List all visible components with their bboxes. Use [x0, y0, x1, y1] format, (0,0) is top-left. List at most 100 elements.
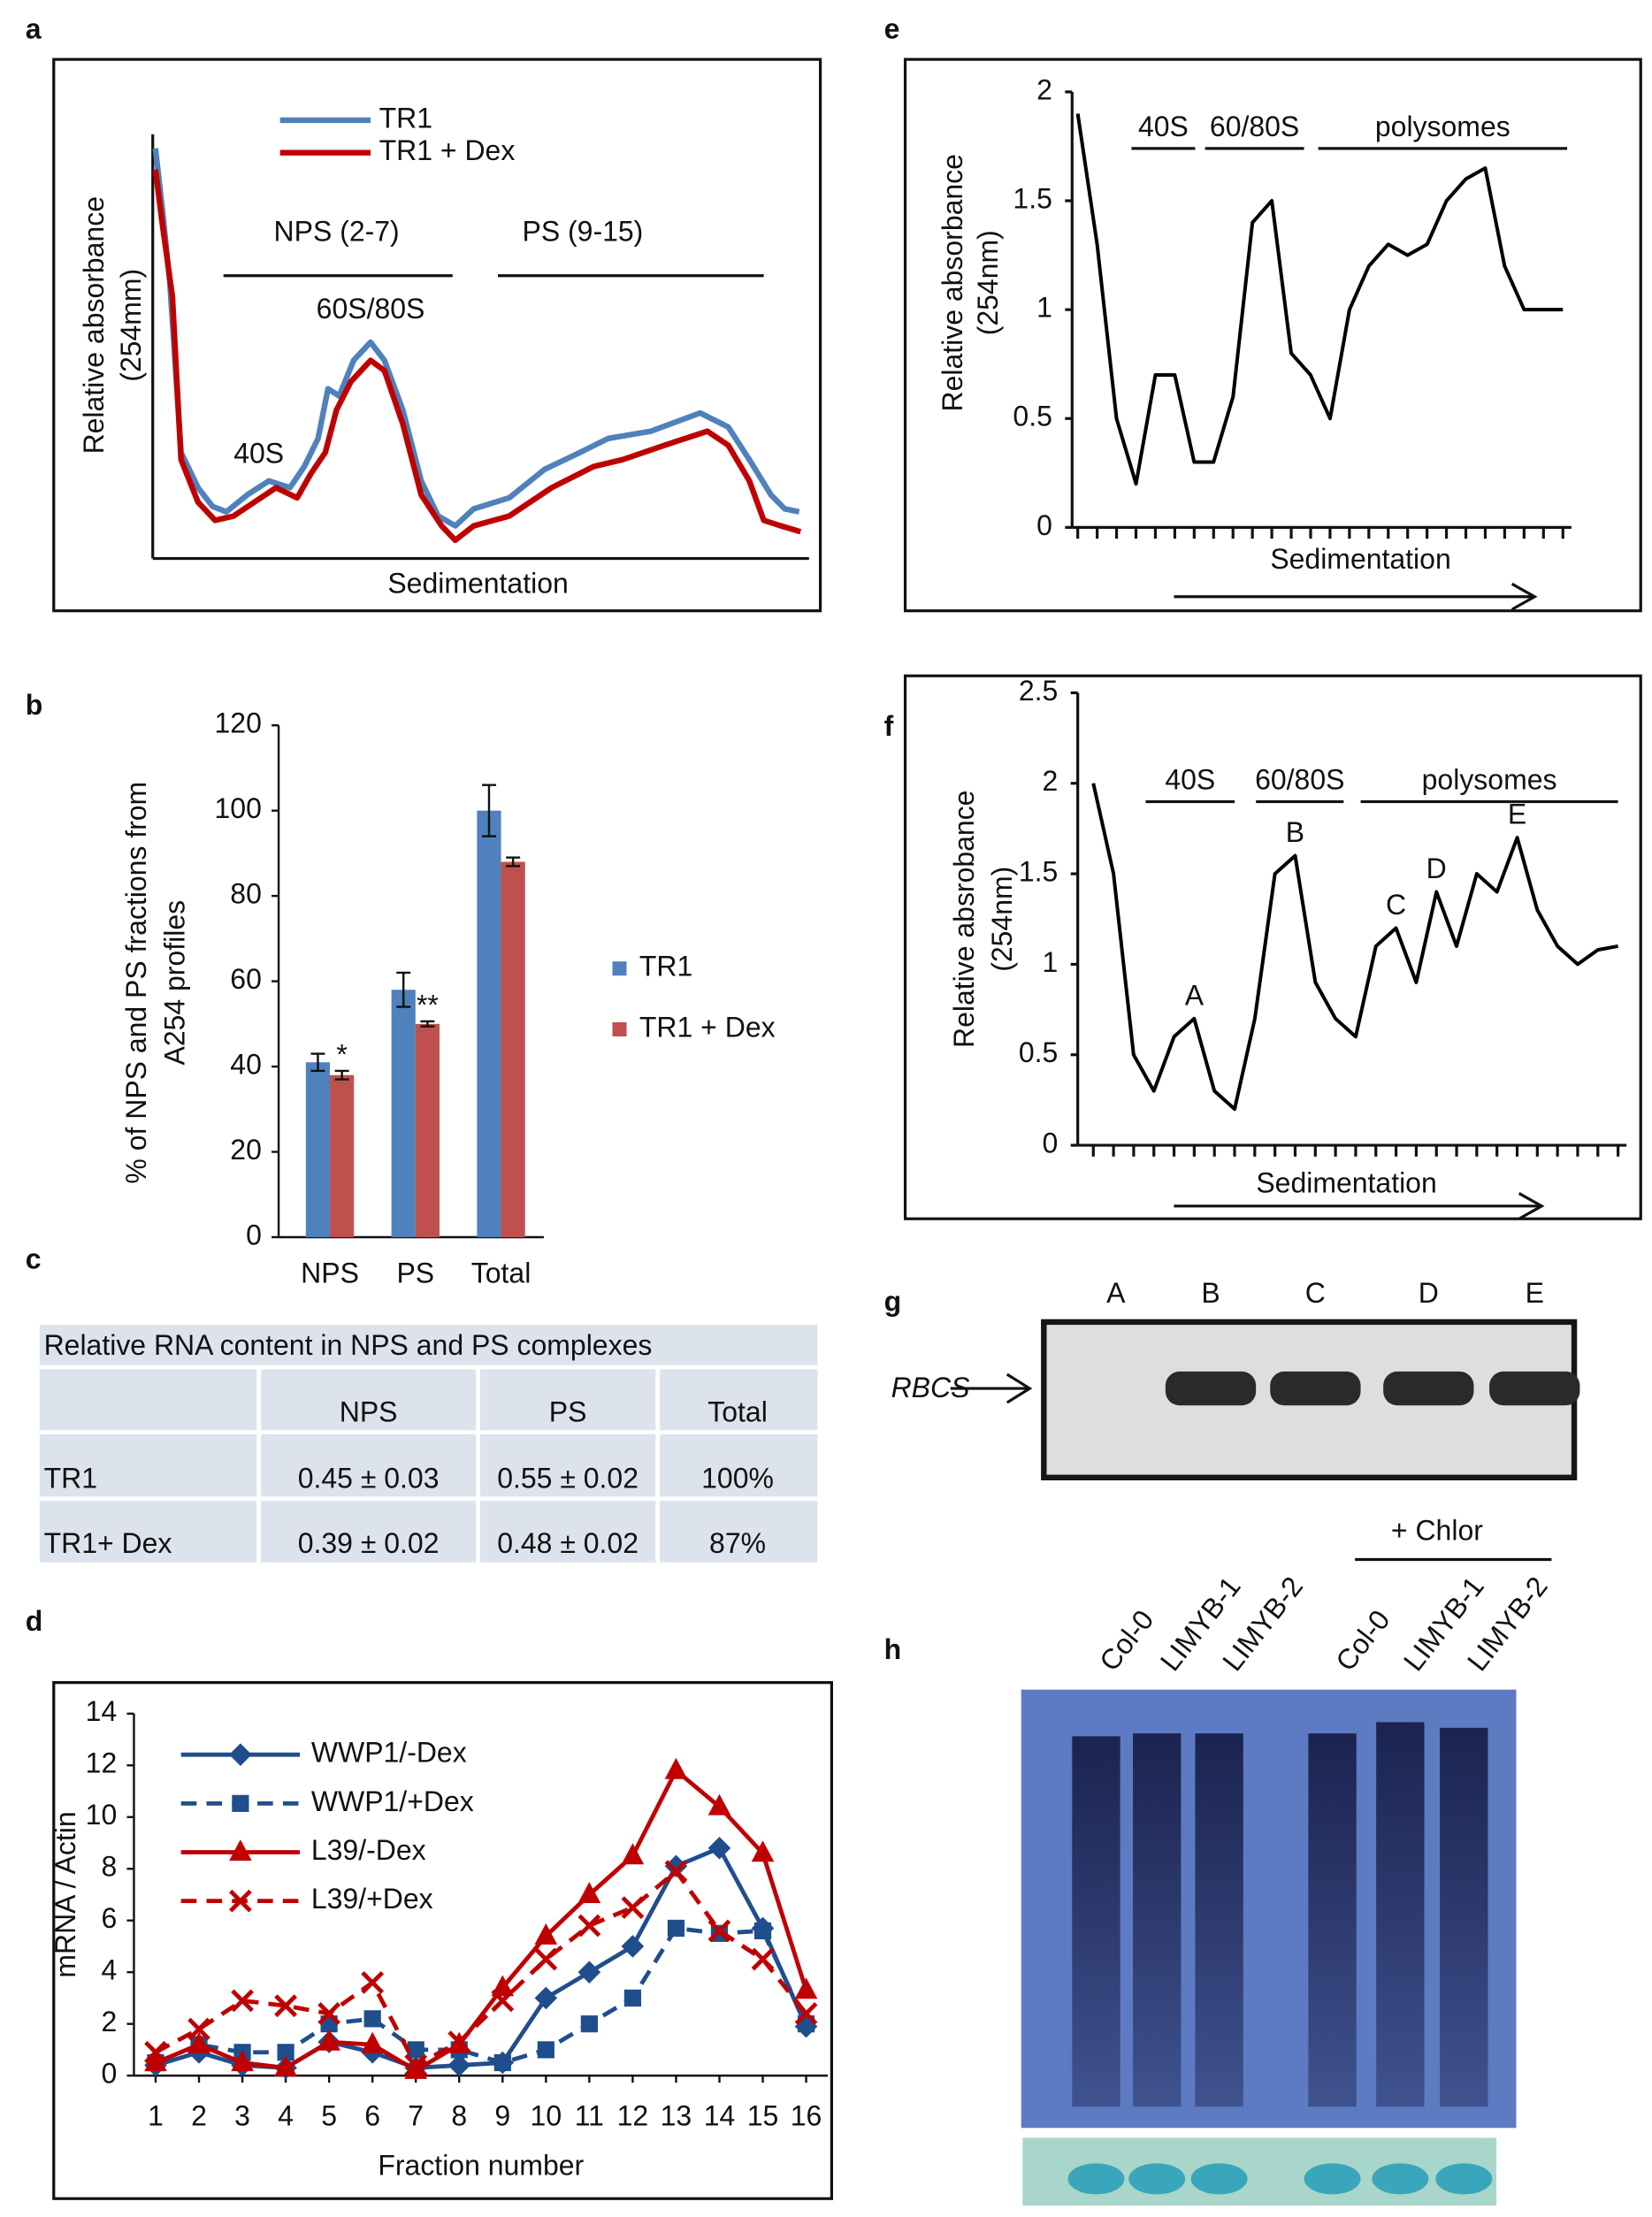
annotation: 60/80S	[1210, 111, 1299, 142]
y-tick-label: 60	[230, 963, 262, 995]
marker-stroke	[751, 1947, 775, 1971]
table-bg	[39, 1325, 818, 1563]
marker	[621, 1935, 645, 1958]
panel-frame	[903, 57, 1642, 613]
marker-stroke	[707, 1919, 731, 1943]
series-line	[154, 1869, 808, 2068]
x-axis-label: Sedimentation	[1256, 1166, 1436, 1198]
legend-label: L39/-Dex	[311, 1834, 426, 1866]
marker	[361, 2031, 384, 2053]
marker	[232, 1794, 249, 1812]
marker	[667, 1919, 685, 1938]
marker	[447, 2030, 471, 2053]
x-tick-label: 2	[191, 2100, 207, 2132]
blot-lane	[1308, 1733, 1357, 2107]
marker	[664, 1757, 688, 1779]
annotation: polysomes	[1422, 764, 1557, 796]
bar	[391, 990, 416, 1237]
table-cell: 0.55 ± 0.02	[497, 1462, 639, 1494]
marker-label: RBCS	[891, 1372, 970, 1403]
peak-label: B	[1286, 816, 1304, 848]
x-tick-label: 6	[364, 2100, 380, 2132]
peak-label: A	[1185, 979, 1205, 1011]
y-axis-label: Relative absrobance	[948, 791, 980, 1048]
y-tick-label: 0	[1043, 1128, 1059, 1159]
y-tick-label: 2	[101, 2006, 117, 2037]
x-tick-label: 4	[278, 2100, 294, 2132]
marker	[228, 1889, 252, 1913]
marker-stroke	[228, 1889, 252, 1913]
marker	[407, 2041, 424, 2059]
legend-swatch	[612, 961, 627, 976]
y-tick-label: 12	[86, 1747, 118, 1779]
marker	[187, 2031, 210, 2053]
loading-band	[1372, 2163, 1429, 2195]
x-tick-label: Total	[471, 1258, 532, 1289]
error-bar	[310, 1052, 325, 1073]
marker	[577, 1882, 601, 1904]
peak-label: C	[1386, 889, 1406, 921]
panel-label: d	[26, 1605, 43, 1637]
annotation: 60S/80S	[317, 293, 425, 325]
marker-stroke	[534, 1947, 558, 1971]
marker	[707, 1919, 731, 1943]
lane-label: Col-0	[1329, 1604, 1396, 1677]
table-cell: TR1	[44, 1462, 97, 1494]
gel-band	[1270, 1371, 1361, 1406]
peak-label: E	[1508, 799, 1526, 830]
marker	[751, 1840, 775, 1862]
marker	[231, 2050, 254, 2072]
y-tick-label: 0	[1036, 509, 1052, 541]
marker	[534, 1986, 558, 2010]
lane-label: Col-0	[1093, 1604, 1159, 1677]
marker	[447, 2053, 471, 2077]
lane-label: E	[1526, 1277, 1544, 1309]
profile-line	[1091, 783, 1618, 1112]
marker-stroke	[794, 2002, 818, 2025]
marker-stroke	[317, 2002, 341, 2025]
legend-label: L39/+Dex	[311, 1883, 433, 1915]
loading-band	[1128, 2163, 1186, 2195]
loading-band	[1304, 2163, 1361, 2195]
marker-stroke	[274, 1994, 297, 2018]
marker-stroke	[231, 1989, 254, 2013]
marker	[534, 1947, 558, 1971]
blot-lane	[1376, 1722, 1425, 2107]
lane-label: B	[1201, 1277, 1220, 1309]
marker-stroke	[447, 2030, 471, 2053]
y-tick-label: 8	[101, 1851, 117, 1883]
y-tick-label: 2	[1043, 765, 1059, 797]
bar	[501, 861, 525, 1237]
x-axis-label: Fraction number	[378, 2149, 584, 2181]
error-bar	[506, 856, 521, 868]
panel-label: g	[884, 1286, 902, 1318]
x-tick-label: 7	[408, 2100, 424, 2132]
marker	[664, 1854, 688, 1878]
y-tick-label: 20	[230, 1134, 262, 1166]
marker	[144, 2050, 167, 2072]
profile-line	[152, 169, 802, 544]
panel-label: b	[26, 689, 43, 721]
table-title: Relative RNA content in NPS and PS compl…	[44, 1329, 653, 1361]
marker	[794, 1977, 818, 1999]
table-header: PS	[549, 1395, 587, 1427]
treatment-label: + Chlor	[1391, 1515, 1483, 1547]
marker-stroke	[621, 1896, 645, 1919]
arrow-head	[1518, 1192, 1545, 1220]
annotation: 40S	[233, 437, 284, 469]
y-axis-label: Relative absorbance	[78, 196, 110, 454]
annotation: NPS (2-7)	[274, 215, 400, 247]
peak-label: D	[1426, 852, 1447, 884]
annotation: polysomes	[1375, 111, 1511, 142]
marker	[229, 1743, 252, 1766]
x-tick-label: 5	[321, 2100, 337, 2132]
y-tick-label: 10	[86, 1799, 118, 1831]
x-axis-label: Sedimentation	[1270, 543, 1450, 575]
table-header: NPS	[340, 1395, 398, 1427]
table-cell: 0.39 ± 0.02	[298, 1527, 440, 1559]
gel-band	[1383, 1371, 1474, 1406]
marker	[794, 2002, 818, 2025]
x-tick-label: PS	[396, 1258, 434, 1289]
marker	[317, 2029, 340, 2051]
lane-label: D	[1419, 1277, 1439, 1309]
